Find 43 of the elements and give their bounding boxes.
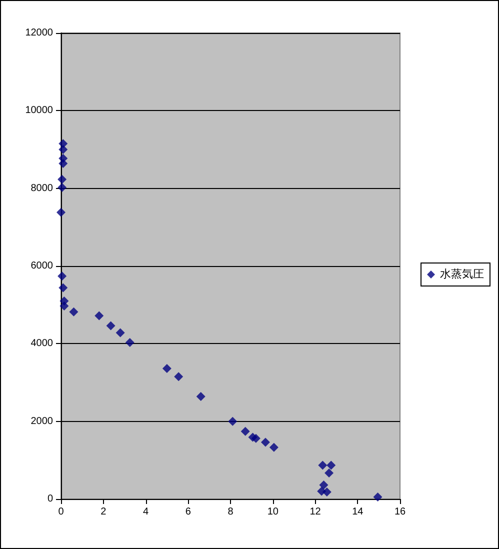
y-tick-label: 2000 bbox=[30, 416, 54, 427]
point bbox=[58, 145, 68, 154]
point bbox=[373, 492, 382, 502]
y-tick-label: 8000 bbox=[30, 182, 54, 194]
point bbox=[56, 208, 66, 217]
x-tick-label: 2 bbox=[100, 506, 107, 518]
point bbox=[162, 364, 172, 374]
point bbox=[58, 174, 67, 184]
x-tick-label: 0 bbox=[58, 506, 64, 518]
point bbox=[60, 302, 69, 310]
point bbox=[69, 307, 78, 316]
x-tick-label: 12 bbox=[310, 506, 322, 518]
point bbox=[326, 460, 336, 470]
y-tick-label: 0 bbox=[47, 494, 54, 504]
x-tick-label: 10 bbox=[267, 506, 279, 518]
point bbox=[106, 321, 116, 330]
point bbox=[196, 392, 206, 401]
point bbox=[240, 426, 250, 436]
y-tick-label: 4000 bbox=[30, 338, 54, 350]
point bbox=[251, 434, 260, 443]
point bbox=[58, 158, 68, 168]
x-tick-label: 16 bbox=[394, 506, 406, 518]
point bbox=[318, 460, 328, 470]
x-tick-label: 14 bbox=[352, 506, 364, 518]
point bbox=[116, 328, 125, 338]
point bbox=[324, 468, 334, 478]
point bbox=[269, 442, 278, 452]
point bbox=[174, 372, 184, 382]
y-tick-label: 10000 bbox=[25, 105, 54, 116]
point bbox=[94, 311, 104, 320]
point bbox=[58, 272, 67, 281]
point bbox=[322, 488, 332, 497]
y-tick-label: 6000 bbox=[30, 260, 54, 272]
legend-label: 水蒸気圧 bbox=[440, 268, 484, 280]
x-tick-label: 4 bbox=[142, 506, 149, 518]
x-tick-label: 6 bbox=[185, 506, 192, 518]
point bbox=[228, 416, 238, 426]
point bbox=[58, 283, 68, 292]
point bbox=[319, 480, 328, 490]
point bbox=[260, 438, 270, 447]
point bbox=[125, 338, 134, 347]
x-tick-label: 8 bbox=[228, 506, 234, 518]
y-tick-label: 12000 bbox=[25, 28, 54, 38]
